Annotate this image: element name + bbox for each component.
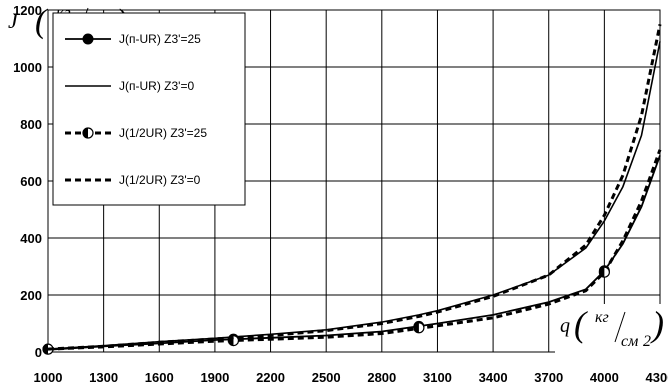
legend-swatch-marker <box>82 127 94 139</box>
x-tick-label: 4000 <box>590 370 619 385</box>
x-axis-unit-den: см <box>621 333 638 350</box>
y-axis-paren-open: ( <box>35 3 49 40</box>
x-tick-label: 1600 <box>145 370 174 385</box>
legend-label: J(1/2UR) Z3'=25 <box>119 126 207 140</box>
legend-item: J(1/2UR) Z3'=25 <box>65 126 207 140</box>
legend-swatch-marker-fill <box>83 128 88 138</box>
y-tick-label: 800 <box>20 117 42 132</box>
legend-label: J(1/2UR) Z3'=0 <box>119 173 201 187</box>
x-tick-label: 3400 <box>479 370 508 385</box>
legend-item: J(п-UR) Z3'=0 <box>65 79 194 93</box>
x-tick-label: 2200 <box>256 370 285 385</box>
y-tick-label: 200 <box>20 288 42 303</box>
series-3-point <box>598 266 610 278</box>
x-axis-unit-exp: 2 <box>643 333 651 350</box>
legend: J(п-UR) Z3'=25 J(п-UR) Z3'=0 J(1/2UR) Z3'=… <box>52 12 246 206</box>
y-tick-label: 0 <box>35 345 42 360</box>
x-axis-paren-open: ( <box>574 304 588 344</box>
legend-box <box>52 12 246 206</box>
x-axis-title-bg <box>555 304 665 358</box>
data-point-marker-fill <box>413 322 419 333</box>
x-tick-label: 1900 <box>200 370 229 385</box>
x-tick-label: 2500 <box>312 370 341 385</box>
legend-swatch-marker <box>82 33 94 45</box>
legend-label: J(п-UR) Z3'=0 <box>119 79 194 93</box>
data-point-marker-fill <box>43 344 48 355</box>
y-axis-symbol: J <box>8 8 19 33</box>
legend-label: J(п-UR) Z3'=25 <box>119 32 201 46</box>
data-point-marker <box>413 322 425 334</box>
legend-item: J(1/2UR) Z3'=0 <box>65 173 201 187</box>
x-axis-paren-close: ) <box>650 304 664 344</box>
x-axis-symbol: q <box>560 315 570 337</box>
x-tick-label: 3700 <box>534 370 563 385</box>
y-tick-label: 1200 <box>13 3 42 18</box>
y-tick-label: 400 <box>20 231 42 246</box>
series-3-point <box>413 322 425 334</box>
x-tick-label: 2800 <box>367 370 396 385</box>
x-tick-label: 3100 <box>423 370 452 385</box>
data-point-marker <box>598 266 610 278</box>
x-axis-title: q ( кг см 2 ) <box>555 304 665 358</box>
x-axis-unit-num: кг <box>595 309 609 326</box>
series-line-3 <box>47 149 662 351</box>
y-tick-label: 1000 <box>13 60 42 75</box>
legend-item: J(п-UR) Z3'=25 <box>65 32 201 46</box>
x-tick-label: 1000 <box>34 370 63 385</box>
data-point-marker-fill <box>599 267 605 278</box>
y-tick-label: 600 <box>20 174 42 189</box>
x-tick-label: 1300 <box>89 370 118 385</box>
x-axis-unit-slash <box>614 311 626 343</box>
series-line-4 <box>47 24 662 351</box>
